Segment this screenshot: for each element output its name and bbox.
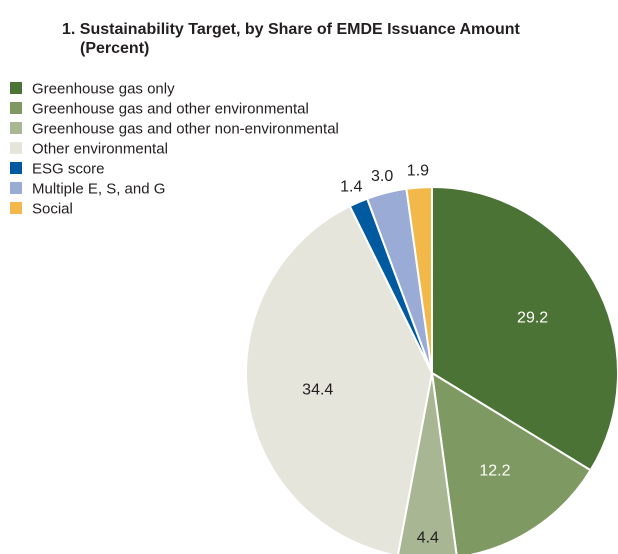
data-label-other-environmental: 34.4 (302, 382, 333, 399)
chart-legend: Greenhouse gas only Greenhouse gas and ot… (10, 81, 339, 218)
pie-slice-greenhouse-gas-and-other-non-environmental (397, 372, 458, 554)
pie-data-labels: 29.2 12.2 4.4 34.4 1.4 3.0 1.9 (302, 162, 548, 546)
pie-slice-other-environmental (245, 204, 434, 554)
legend-label-greenhouse-gas-and-other-environmental: Greenhouse gas and other environmental (32, 101, 309, 118)
legend-swatch-greenhouse-gas-and-other-non-environmental (10, 122, 22, 134)
legend-swatch-greenhouse-gas-only (10, 82, 22, 94)
data-label-greenhouse-gas-only: 29.2 (517, 310, 548, 327)
pie-slices (245, 185, 618, 554)
data-label-social: 1.9 (407, 162, 429, 179)
legend-swatch-esg-score (10, 162, 22, 174)
legend-swatch-greenhouse-gas-and-other-environmental (10, 102, 22, 114)
legend-label-greenhouse-gas-only: Greenhouse gas only (32, 81, 175, 98)
legend-swatch-multiple-e-s-and-g (10, 182, 22, 194)
data-label-greenhouse-gas-and-other-non-environmental: 4.4 (417, 530, 439, 547)
chart-subtitle: (Percent) (80, 40, 149, 57)
legend-label-greenhouse-gas-and-other-non-environmental: Greenhouse gas and other non-environment… (32, 121, 339, 138)
legend-label-multiple-e-s-and-g: Multiple E, S, and G (32, 181, 165, 198)
legend-label-other-environmental: Other environmental (32, 141, 168, 158)
pie-slice-social (405, 185, 433, 374)
data-label-multiple-e-s-and-g: 3.0 (371, 168, 393, 185)
legend-label-social: Social (32, 201, 73, 218)
pie-slice-greenhouse-gas-and-other-environmental (430, 371, 592, 554)
pie-slice-greenhouse-gas-only (431, 185, 618, 472)
chart-title: 1. Sustainability Target, by Share of EM… (62, 21, 521, 38)
data-label-esg-score: 1.4 (340, 179, 362, 196)
legend-swatch-other-environmental (10, 142, 22, 154)
legend-swatch-social (10, 202, 22, 214)
data-label-greenhouse-gas-and-other-environmental: 12.2 (479, 463, 510, 480)
legend-label-esg-score: ESG score (32, 161, 105, 178)
